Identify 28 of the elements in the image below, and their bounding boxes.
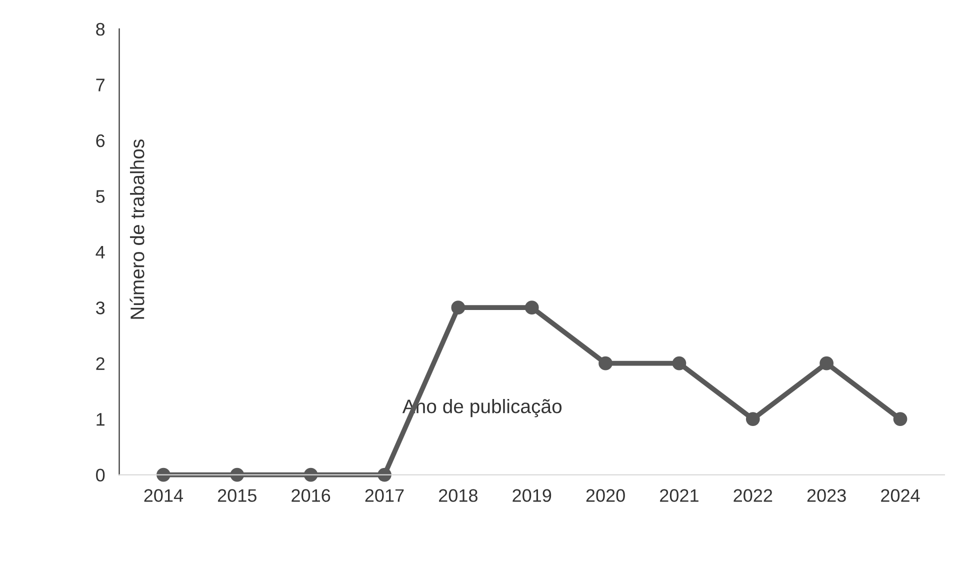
y-axis-title: Número de trabalhos — [130, 139, 144, 319]
x-tick-label: 2021 — [660, 489, 698, 502]
x-tick-label: 2018 — [439, 489, 478, 502]
x-tick-label: 2024 — [881, 489, 920, 502]
y-tick-label: 3 — [96, 302, 105, 314]
x-tick-label: 2020 — [586, 489, 625, 502]
point — [451, 300, 466, 315]
x-tick-label: 2022 — [734, 489, 772, 502]
point — [598, 356, 612, 370]
y-tick-label: 4 — [96, 246, 105, 258]
x-tick-label: 2019 — [512, 489, 552, 502]
point — [672, 356, 686, 370]
point — [820, 356, 834, 370]
x-tick-label: 2015 — [218, 489, 256, 502]
x-tick-label: 2016 — [292, 489, 330, 502]
point — [893, 412, 908, 426]
y-tick-label: 6 — [96, 134, 105, 148]
y-tick-label: 8 — [96, 22, 105, 36]
y-tick-label: 2 — [96, 357, 104, 370]
y-tick-label: 7 — [96, 78, 104, 92]
y-tick-label: 1 — [96, 413, 104, 426]
y-tick-label: 5 — [96, 190, 105, 203]
x-tick-label: 2017 — [365, 489, 404, 502]
y-tick-label: 0 — [96, 468, 105, 482]
x-tick-label: 2023 — [807, 489, 846, 502]
point — [524, 300, 539, 315]
point — [746, 412, 760, 426]
x-tick-label: 2014 — [144, 489, 184, 502]
